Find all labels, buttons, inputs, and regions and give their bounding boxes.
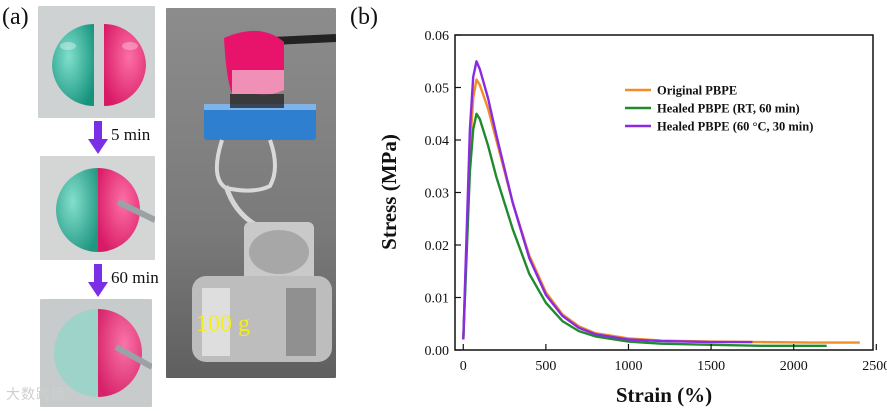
y-tick-label: 0.02 (425, 239, 450, 254)
down-arrow-icon (88, 264, 108, 297)
healed-disc-illustration (54, 309, 152, 397)
legend-label: Healed PBPE (60 °C, 30 min) (657, 120, 813, 134)
series-line-2 (462, 112, 827, 347)
y-tick-label: 0.05 (425, 82, 450, 97)
photo-separated-halves (38, 6, 155, 118)
photo-weight-load-test: 100 g (166, 8, 336, 378)
weight-label: 100 g (196, 311, 250, 337)
photo-joined-5min (40, 156, 155, 260)
panel-a-label: (a) (2, 4, 29, 30)
series-line-3 (462, 60, 753, 344)
x-axis-label: Strain (%) (616, 383, 712, 407)
weight-test-illustration (192, 30, 336, 362)
step2-time-label: 60 min (111, 268, 159, 287)
stress-strain-chart: 0.00 0.01 0.02 0.03 0.04 0.05 0.06 0 500 1000 1500… (377, 29, 887, 407)
y-tick-label: 0.03 (425, 187, 450, 202)
plot-frame (454, 34, 874, 351)
separated-halves-illustration (52, 23, 146, 107)
legend-label: Original PBPE (657, 84, 737, 98)
y-tick-label: 0.00 (425, 344, 450, 359)
x-tick-label: 500 (535, 359, 556, 374)
x-tick-label: 1500 (697, 359, 725, 374)
legend-label: Healed PBPE (RT, 60 min) (657, 102, 800, 116)
joined-disc-illustration (56, 168, 155, 252)
x-tick-label: 2000 (780, 359, 808, 374)
legend: Original PBPE Healed PBPE (RT, 60 min) Hea… (625, 84, 813, 134)
photo-healed-60min (40, 299, 152, 407)
x-tick-label: 2500 (862, 359, 887, 374)
step1-time-label: 5 min (111, 125, 151, 144)
watermark: 大数跨境 (6, 387, 66, 403)
y-tick-label: 0.06 (425, 29, 450, 44)
x-tick-label: 0 (460, 359, 467, 374)
x-tick-label: 1000 (614, 359, 642, 374)
y-tick-label: 0.01 (425, 292, 450, 307)
down-arrow-icon (88, 121, 108, 154)
panel-b-label: (b) (350, 4, 378, 30)
y-tick-label: 0.04 (425, 134, 450, 149)
y-axis-label: Stress (MPa) (377, 134, 401, 250)
